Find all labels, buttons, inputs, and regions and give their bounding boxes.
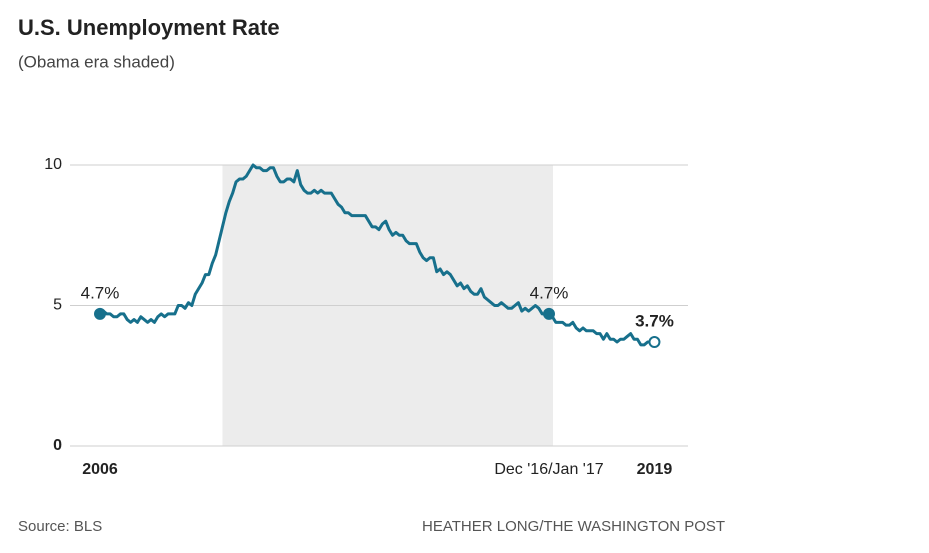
chart-title: U.S. Unemployment Rate — [18, 15, 280, 40]
x-tick-label: Dec '16/Jan '17 — [494, 461, 603, 478]
y-tick-label: 5 — [53, 297, 62, 314]
chart-subtitle: (Obama era shaded) — [18, 52, 175, 71]
credit: HEATHER LONG/THE WASHINGTON POST — [422, 518, 725, 535]
annotation: 4.7% — [81, 283, 120, 302]
x-tick-label: 2019 — [637, 461, 673, 478]
point-marker — [543, 307, 555, 320]
source: Source: BLS — [18, 518, 102, 535]
point-marker — [648, 336, 661, 349]
annotation: 4.7% — [530, 283, 569, 302]
x-tick-label: 2006 — [82, 461, 118, 478]
line — [99, 163, 655, 347]
y-tick-label: 10 — [44, 156, 62, 173]
annotation: 3.7% — [635, 312, 674, 331]
y-tick-label: 0 — [53, 437, 62, 454]
point-marker — [94, 307, 106, 320]
